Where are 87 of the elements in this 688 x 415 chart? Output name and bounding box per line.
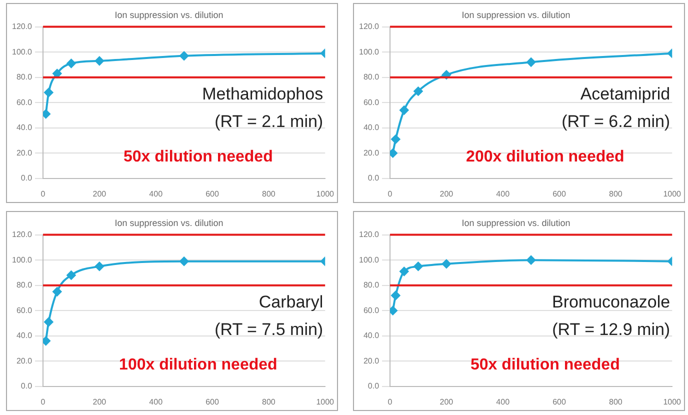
x-tick-label: 200 [440,189,454,198]
x-tick-label: 0 [40,397,46,406]
y-tick-label: 40.0 [363,123,380,132]
x-tick-label: 1000 [316,189,335,198]
x-tick-label: 1000 [316,397,335,406]
y-tick-label: 60.0 [363,306,380,315]
point [44,317,54,326]
point [391,134,400,144]
y-tick-label: 120.0 [358,230,380,240]
x-tick-label: 600 [206,397,220,406]
x-tick-label: 1000 [663,189,682,198]
chart-title: Ion suppression vs. dilution [114,218,224,228]
annotation: Acetamiprid [580,84,670,104]
y-tick-label: 60.0 [363,98,380,107]
annotation: Methamidophos [202,84,324,104]
y-tick-label: 0.0 [20,382,33,391]
x-tick-label: 400 [149,189,164,198]
point [400,106,409,115]
point [400,266,409,276]
x-tick-label: 0 [388,189,393,198]
annotation: Bromuconazole [552,292,670,312]
y-tick-label: 80.0 [16,280,33,290]
y-tick-label: 0.0 [368,174,380,183]
annotation: (RT = 6.2 min) [562,112,670,131]
y-tick-label: 100.0 [12,47,33,56]
annotation: Carbaryl [258,292,324,312]
chart-title: Ion suppression vs. dilution [462,218,570,228]
x-tick-label: 200 [92,189,107,198]
x-tick-label: 400 [149,397,164,406]
x-tick-label: 600 [552,189,566,198]
x-tick-label: 800 [262,189,276,198]
y-tick-label: 100.0 [12,255,33,264]
y-tick-label: 100.0 [358,255,380,264]
point [526,256,536,265]
x-tick-label: 400 [496,189,510,198]
y-tick-label: 120.0 [12,230,33,240]
annotation: (RT = 7.5 min) [214,320,324,339]
y-tick-label: 120.0 [358,22,380,32]
annotation: 50x dilution needed [123,148,273,166]
point [44,88,54,97]
point [66,58,76,68]
point [442,259,451,268]
point [52,69,62,78]
point [180,256,189,266]
y-tick-label: 120.0 [12,22,33,32]
annotation: (RT = 12.9 min) [552,320,670,339]
y-tick-label: 100.0 [358,47,380,56]
y-tick-label: 60.0 [16,306,33,315]
point [94,262,104,271]
x-tick-label: 1000 [663,397,682,406]
annotation: (RT = 2.1 min) [214,112,324,131]
x-tick-label: 200 [92,397,107,406]
y-tick-label: 60.0 [16,98,33,107]
point [180,51,189,60]
x-tick-label: 0 [40,189,46,198]
x-tick-label: 200 [440,397,454,406]
chart-title: Ion suppression vs. dilution [114,10,224,20]
y-tick-label: 0.0 [368,382,380,391]
y-tick-label: 80.0 [16,72,33,82]
y-tick-label: 20.0 [16,148,33,158]
y-tick-label: 40.0 [16,123,33,132]
x-tick-label: 800 [262,397,276,406]
y-tick-label: 20.0 [363,356,380,366]
y-tick-label: 0.0 [20,174,33,183]
y-tick-label: 40.0 [363,331,380,340]
x-tick-label: 600 [206,189,220,198]
y-tick-label: 20.0 [16,356,33,366]
y-tick-label: 80.0 [363,280,380,290]
point [52,287,62,296]
point [66,270,76,280]
y-tick-label: 20.0 [363,148,380,158]
point [414,262,423,271]
x-tick-label: 400 [496,397,510,406]
chart-title: Ion suppression vs. dilution [462,10,570,20]
point [526,58,536,67]
point [94,56,104,66]
annotation: 50x dilution needed [470,356,620,374]
y-tick-label: 80.0 [363,72,380,82]
x-tick-label: 800 [609,189,623,198]
y-tick-label: 40.0 [16,331,33,340]
x-tick-label: 600 [552,397,566,406]
point [414,86,423,96]
point [391,290,400,300]
annotation: 100x dilution needed [119,356,278,374]
x-tick-label: 0 [388,397,393,406]
annotation: 200x dilution needed [466,148,624,166]
x-tick-label: 800 [609,397,623,406]
